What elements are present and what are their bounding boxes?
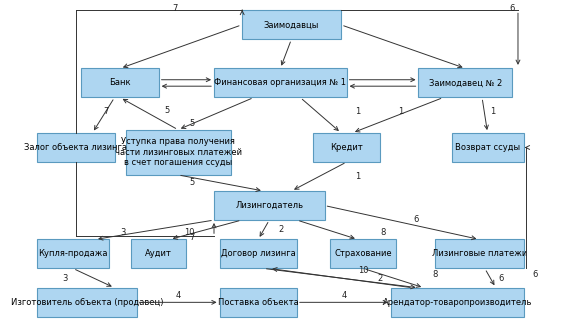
FancyBboxPatch shape [214,68,347,98]
FancyBboxPatch shape [330,239,397,269]
FancyArrowPatch shape [281,42,290,65]
Text: 7: 7 [173,4,178,13]
Text: 7: 7 [189,233,195,242]
Text: 8: 8 [380,228,386,237]
Text: Кредит: Кредит [331,143,363,152]
FancyBboxPatch shape [37,239,109,269]
FancyArrowPatch shape [212,224,216,233]
FancyArrowPatch shape [300,300,387,304]
Text: Лизингодатель: Лизингодатель [235,201,303,210]
Text: Договор лизинга: Договор лизинга [221,249,295,259]
Text: 5: 5 [190,179,195,188]
FancyBboxPatch shape [314,133,380,162]
Text: Лизинговые платежи: Лизинговые платежи [432,249,527,259]
Text: Возврат ссуды: Возврат ссуды [455,143,520,152]
Text: Страхование: Страхование [335,249,392,259]
FancyArrowPatch shape [300,221,354,239]
Text: 1: 1 [398,108,403,117]
FancyArrowPatch shape [163,84,211,88]
Text: 5: 5 [164,106,170,115]
FancyArrowPatch shape [356,98,441,132]
FancyArrowPatch shape [349,78,415,82]
Text: 4: 4 [341,291,346,300]
Text: 1: 1 [490,108,495,117]
Text: Арендатор-товаропроизводитель: Арендатор-товаропроизводитель [383,298,532,307]
FancyArrowPatch shape [350,84,416,88]
Text: 1: 1 [355,108,360,117]
FancyArrowPatch shape [483,100,488,129]
FancyArrowPatch shape [486,271,494,284]
Text: Изготовитель объекта (продавец): Изготовитель объекта (продавец) [11,298,163,307]
FancyBboxPatch shape [219,239,297,269]
Text: Заимодавцы: Заимодавцы [264,20,319,29]
FancyBboxPatch shape [219,288,297,317]
Text: 6: 6 [532,271,537,279]
Text: 3: 3 [120,228,126,237]
Text: 2: 2 [279,225,284,234]
FancyBboxPatch shape [126,130,230,175]
FancyBboxPatch shape [391,288,524,317]
FancyArrowPatch shape [344,26,462,68]
FancyBboxPatch shape [81,68,159,98]
FancyArrowPatch shape [240,10,244,15]
FancyBboxPatch shape [131,239,187,269]
Text: 4: 4 [176,291,181,300]
Text: Аудит: Аудит [145,249,172,259]
FancyArrowPatch shape [123,99,176,128]
Text: 6: 6 [413,215,418,224]
Text: Заимодавец № 2: Заимодавец № 2 [429,78,502,87]
FancyArrowPatch shape [139,300,216,304]
FancyBboxPatch shape [37,133,115,162]
FancyBboxPatch shape [418,68,512,98]
FancyArrowPatch shape [516,13,520,64]
Text: Залог объекта лизинга: Залог объекта лизинга [25,143,128,152]
Text: Банк: Банк [109,78,131,87]
FancyArrowPatch shape [123,26,239,68]
FancyBboxPatch shape [214,191,325,220]
FancyArrowPatch shape [302,99,338,131]
Text: 3: 3 [62,274,67,283]
FancyBboxPatch shape [37,288,137,317]
Text: 10: 10 [184,228,194,237]
FancyArrowPatch shape [174,221,239,239]
Text: Купля-продажа: Купля-продажа [38,249,108,259]
FancyArrowPatch shape [267,269,415,289]
Text: 8: 8 [432,271,438,279]
FancyArrowPatch shape [526,145,529,149]
Text: 2: 2 [377,274,383,283]
FancyBboxPatch shape [242,10,341,40]
FancyArrowPatch shape [75,270,111,286]
FancyArrowPatch shape [366,269,421,287]
FancyArrowPatch shape [327,206,476,240]
Text: 10: 10 [358,266,369,274]
Text: 6: 6 [499,274,504,283]
FancyBboxPatch shape [452,133,524,162]
FancyArrowPatch shape [181,98,251,129]
FancyArrowPatch shape [260,223,268,236]
Text: Поставка объекта: Поставка объекта [218,298,298,307]
Text: 6: 6 [510,4,515,13]
Text: 7: 7 [104,108,109,117]
Text: Уступка права получения
части лизинговых платежей
в счет погашения ссуды: Уступка права получения части лизинговых… [115,137,242,167]
FancyArrowPatch shape [99,221,211,240]
Text: 5: 5 [190,119,195,128]
FancyArrowPatch shape [295,163,344,189]
FancyBboxPatch shape [435,239,524,269]
FancyArrowPatch shape [161,78,210,82]
Text: 1: 1 [355,172,360,181]
Text: Финансовая организация № 1: Финансовая организация № 1 [214,78,346,87]
FancyArrowPatch shape [181,175,260,191]
FancyArrowPatch shape [273,268,410,287]
FancyArrowPatch shape [94,100,113,130]
